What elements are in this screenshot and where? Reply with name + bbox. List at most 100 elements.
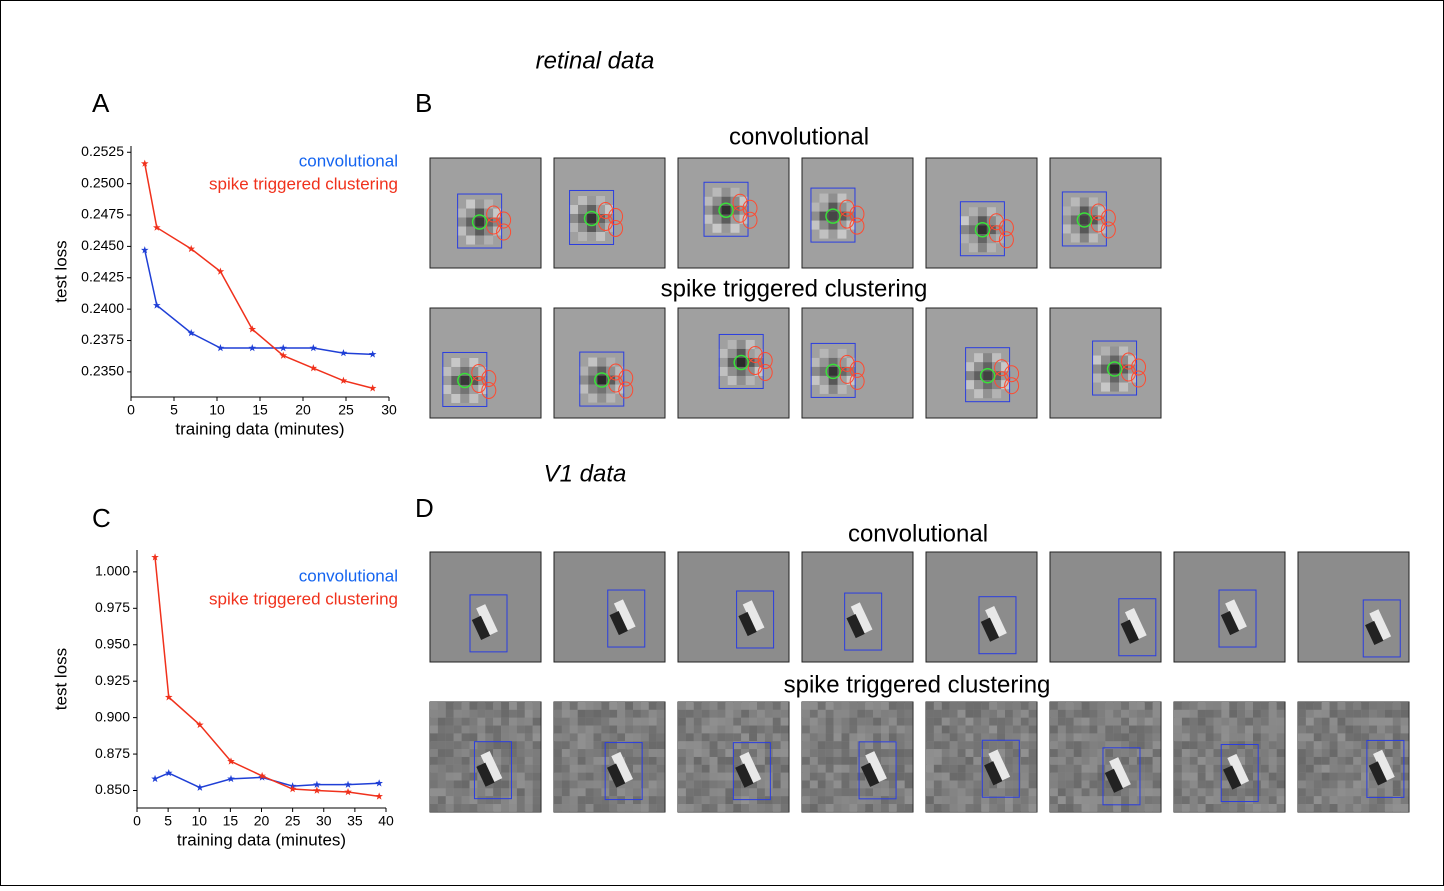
noise [1090,796,1098,804]
pixel [451,367,460,376]
noise [1137,733,1145,741]
x-tick-label: 0 [133,813,141,829]
pixel [451,385,460,394]
noise [525,804,533,812]
noise [1050,741,1058,749]
noise [1058,781,1066,789]
noise [966,757,974,765]
noise [773,726,781,734]
noise [1097,726,1105,734]
pixel [442,385,451,394]
noise [1229,788,1237,796]
pixel [597,376,606,385]
noise [857,773,865,781]
noise [950,702,958,710]
noise [446,765,454,773]
figure: retinal dataBconvolutionalspike triggere… [0,0,1444,886]
noise [1105,788,1113,796]
noise [958,757,966,765]
noise [430,804,438,812]
noise [765,804,773,812]
noise [1145,773,1153,781]
pixel [1080,197,1089,206]
noise [517,749,525,757]
noise [1105,718,1113,726]
noise [694,757,702,765]
noise [1153,710,1161,718]
pixel [484,209,493,218]
image-tile [430,552,541,662]
noise [1306,726,1314,734]
noise [857,710,865,718]
noise [1066,781,1074,789]
noise [570,796,578,804]
noise [1129,796,1137,804]
noise [1050,765,1058,773]
noise [749,788,757,796]
image-tile [1298,702,1409,812]
noise [1066,749,1074,757]
noise [1338,773,1346,781]
noise [1377,726,1385,734]
noise [741,710,749,718]
noise [1353,788,1361,796]
noise [1345,781,1353,789]
noise [966,741,974,749]
noise [493,726,501,734]
noise [625,702,633,710]
pixel [969,207,978,216]
noise [1393,804,1401,812]
noise [1338,733,1346,741]
noise [1097,733,1105,741]
noise [810,781,818,789]
noise [594,773,602,781]
noise [905,765,913,773]
marker [310,344,318,351]
noise [849,702,857,710]
noise [493,718,501,726]
noise [570,757,578,765]
noise [810,749,818,757]
noise [781,733,789,741]
noise [1245,733,1253,741]
noise [1237,749,1245,757]
panel-label: D [415,493,434,523]
noise [641,804,649,812]
pixel [587,196,596,205]
noise [997,718,1005,726]
pixel [737,340,746,349]
noise [1221,788,1229,796]
noise [578,710,586,718]
pixel [969,216,978,225]
noise [1097,702,1105,710]
noise [1174,710,1182,718]
noise [470,733,478,741]
noise [509,702,517,710]
noise [430,710,438,718]
noise [1153,733,1161,741]
noise [1005,718,1013,726]
noise [1074,765,1082,773]
noise [438,710,446,718]
noise [710,710,718,718]
noise [733,749,741,757]
noise [657,781,665,789]
pixel [451,394,460,403]
noise [694,702,702,710]
marker [369,384,377,391]
noise [905,749,913,757]
noise [617,788,625,796]
pixel [992,389,1001,398]
noise [889,804,897,812]
noise [517,733,525,741]
noise [765,788,773,796]
noise [1361,741,1369,749]
noise [842,781,850,789]
noise [1082,741,1090,749]
noise [657,788,665,796]
noise [1145,718,1153,726]
noise [1314,781,1322,789]
noise [1298,765,1306,773]
noise [1082,749,1090,757]
noise [733,757,741,765]
